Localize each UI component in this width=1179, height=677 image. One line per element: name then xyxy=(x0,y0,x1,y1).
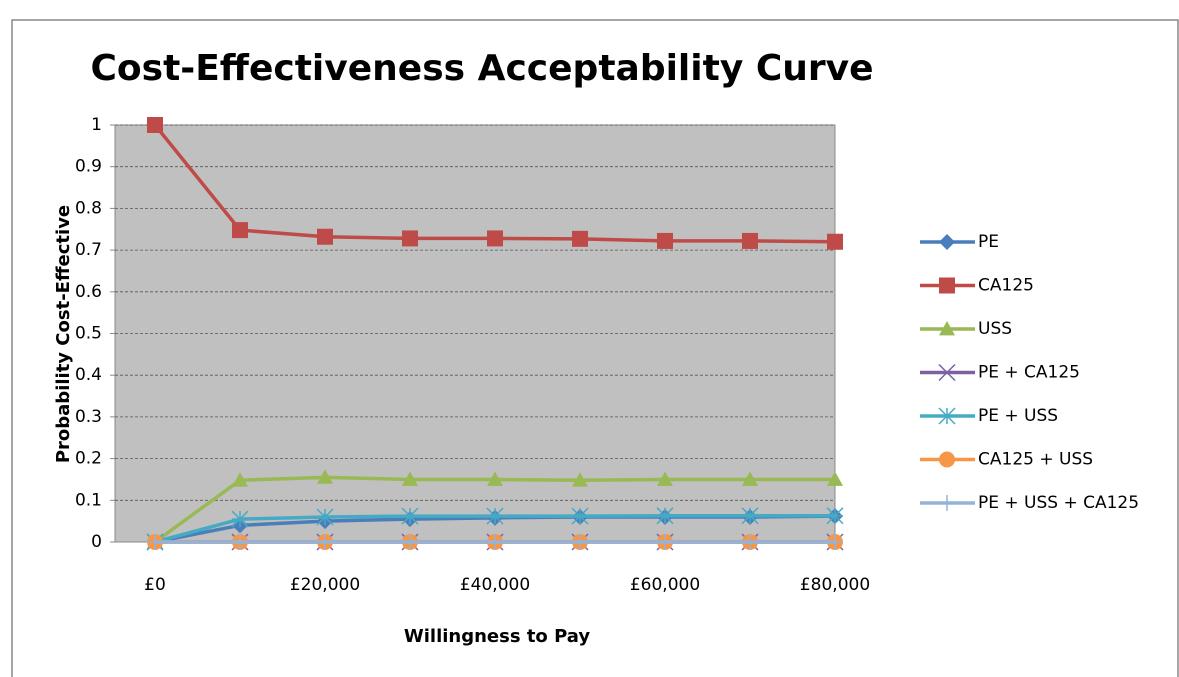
marker xyxy=(657,232,673,249)
x-axis-label: Willingness to Pay xyxy=(404,626,590,647)
marker xyxy=(657,471,673,486)
y-tick-label: 0.6 xyxy=(75,282,102,302)
legend-marker xyxy=(938,407,956,425)
marker xyxy=(572,230,588,247)
y-tick-label: 0.9 xyxy=(75,157,102,177)
marker xyxy=(147,534,163,550)
legend-marker xyxy=(939,321,955,336)
legend-label: PE + USS + CA125 xyxy=(978,493,1139,513)
legend-marker xyxy=(938,363,956,382)
legend-label: PE xyxy=(978,232,999,252)
legend-label: CA125 xyxy=(978,276,1034,296)
marker xyxy=(487,534,503,550)
marker xyxy=(572,534,588,550)
marker xyxy=(827,233,843,250)
marker xyxy=(316,508,334,526)
marker xyxy=(571,507,589,525)
x-tick-label: £60,000 xyxy=(630,575,700,595)
marker xyxy=(657,534,673,550)
y-axis-label: Probability Cost-Effective xyxy=(53,205,74,463)
legend-marker xyxy=(939,277,955,294)
y-tick-label: 0.4 xyxy=(75,365,102,385)
marker xyxy=(741,507,759,525)
x-tick-label: £80,000 xyxy=(800,575,870,595)
marker xyxy=(232,534,248,550)
marker xyxy=(232,472,248,487)
legend-marker xyxy=(939,451,955,468)
marker xyxy=(487,471,503,486)
marker xyxy=(656,507,674,525)
y-tick-label: 0.7 xyxy=(75,240,102,260)
marker xyxy=(317,534,333,550)
marker xyxy=(826,507,844,525)
marker xyxy=(742,534,758,550)
marker xyxy=(401,507,419,525)
legend-marker xyxy=(939,495,955,511)
marker xyxy=(317,469,333,484)
x-tick-label: £40,000 xyxy=(460,575,530,595)
marker xyxy=(317,228,333,245)
legend-label: PE + USS xyxy=(978,406,1058,426)
y-tick-label: 0.5 xyxy=(75,324,102,344)
x-tick-label: £0 xyxy=(144,575,166,595)
legend-label: CA125 + USS xyxy=(978,450,1093,470)
x-tick-label: £20,000 xyxy=(290,575,360,595)
marker xyxy=(486,507,504,525)
marker xyxy=(572,472,588,487)
marker xyxy=(487,230,503,247)
marker xyxy=(402,230,418,247)
marker xyxy=(402,471,418,486)
marker xyxy=(232,222,248,239)
marker xyxy=(402,534,418,550)
marker xyxy=(742,232,758,249)
marker xyxy=(742,471,758,486)
marker xyxy=(147,117,163,133)
legend-label: PE + CA125 xyxy=(978,363,1080,383)
marker xyxy=(231,510,249,528)
y-tick-label: 0.8 xyxy=(75,198,102,218)
y-tick-label: 0.3 xyxy=(75,407,102,427)
legend-marker xyxy=(939,234,955,250)
marker xyxy=(827,471,843,486)
legend-label: USS xyxy=(978,319,1012,339)
y-tick-label: 0.1 xyxy=(75,490,102,510)
y-tick-label: 0.2 xyxy=(75,449,102,469)
marker xyxy=(827,534,843,550)
y-tick-label: 0 xyxy=(91,532,102,552)
y-tick-label: 1 xyxy=(91,115,102,135)
chart-title: Cost-Effectiveness Acceptability Curve xyxy=(90,48,873,89)
